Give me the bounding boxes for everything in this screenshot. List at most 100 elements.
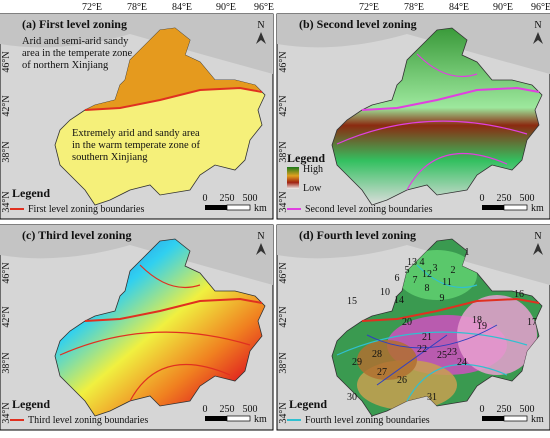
panel: (c) Third level zoning N 46°N 42°N 38°N 34°N L… [0, 224, 274, 431]
zone-number: 14 [394, 295, 404, 306]
scale-unit: km [531, 203, 544, 214]
scale-label: 500 [520, 193, 535, 204]
zone-number: 9 [440, 293, 445, 304]
lat-label: 42°N [1, 95, 12, 116]
legend-high: High [303, 164, 323, 175]
lat-label: 34°N [278, 191, 289, 212]
terrain [0, 225, 273, 285]
scale-label: 250 [220, 404, 235, 415]
north-arrow-icon [256, 32, 266, 44]
zone-number: 26 [397, 375, 407, 386]
sub-boundary [336, 53, 528, 191]
lat-label: 42°N [278, 306, 289, 327]
region-clip [59, 264, 251, 402]
lat-label: 38°N [278, 141, 289, 162]
lat-label: 38°N [1, 141, 12, 162]
panel-title: (b) Second level zoning [299, 17, 417, 31]
terrain [0, 14, 273, 74]
legend-title: Legend [12, 397, 50, 411]
sub-boundary [336, 264, 528, 402]
scale-label: 0 [203, 404, 208, 415]
zone-number: 17 [527, 317, 537, 328]
annotation: Extremely arid and sandy area [72, 128, 200, 139]
north-arrow: N [534, 231, 541, 242]
zone-number: 20 [402, 317, 412, 328]
panel-title: (d) Fourth level zoning [299, 228, 416, 242]
legend-title: Legend [289, 397, 327, 411]
lat-label: 34°N [278, 402, 289, 423]
region-clip [336, 250, 537, 410]
lat-label: 46°N [278, 262, 289, 283]
zone-patch [457, 295, 537, 375]
scale-label: 250 [497, 193, 512, 204]
zone-number: 24 [457, 357, 467, 368]
zone-number: 6 [395, 273, 400, 284]
north-arrow: N [257, 231, 264, 242]
north-arrow-icon [256, 243, 266, 255]
annotation: area in the temperate zone [22, 48, 133, 59]
lat-label: 42°N [278, 95, 289, 116]
scale-bar [503, 204, 528, 211]
lat-label: 34°N [1, 191, 12, 212]
scale-label: 250 [497, 404, 512, 415]
lon-label: 90°E [493, 2, 513, 13]
panel: (b) Second level zoning N 46°N 42°N 38°N 34°N… [276, 13, 550, 220]
zone-number: 28 [372, 349, 382, 360]
zone-number: 21 [422, 332, 432, 343]
terrain [277, 225, 550, 285]
scale-bar [482, 205, 504, 210]
lat-label: 34°N [1, 402, 12, 423]
zone-number: 13 [407, 257, 417, 268]
scale-label: 500 [243, 404, 258, 415]
legend-label: Third level zoning boundaries [28, 415, 148, 426]
lon-label: 72°E [82, 2, 102, 13]
lat-label: 46°N [1, 51, 12, 72]
zone-number: 12 [422, 269, 432, 280]
lon-label: 90°E [216, 2, 236, 13]
zone-number: 1 [465, 247, 470, 258]
legend-label: Second level zoning boundaries [305, 204, 433, 215]
scale-label: 0 [203, 193, 208, 204]
scale-bar [482, 416, 504, 421]
lat-label: 38°N [1, 352, 12, 373]
scale-label: 250 [220, 193, 235, 204]
annotation: of northern Xinjiang [22, 60, 109, 71]
lon-label: 96°E [254, 2, 274, 13]
zone-number: 11 [442, 277, 452, 288]
zone-patch [357, 340, 417, 380]
panel-title: (c) Third level zoning [22, 228, 131, 242]
main-boundary [84, 297, 263, 322]
legend-label: Fourth level zoning boundaries [305, 415, 430, 426]
annotation: southern Xinjiang [72, 152, 148, 163]
zone-number: 7 [413, 275, 418, 286]
north-arrow: N [257, 20, 264, 31]
scale-bar [205, 416, 227, 421]
scale-unit: km [254, 203, 267, 214]
lon-label: 84°E [172, 2, 192, 13]
zone-number: 31 [427, 392, 437, 403]
north-arrow-icon [533, 243, 543, 255]
zone-number: 25 [437, 350, 447, 361]
lat-label: 46°N [278, 51, 289, 72]
panel: (d) Fourth level zoning N 46°N 42°N 38°N 34°N… [276, 224, 550, 431]
sub-boundary [59, 264, 251, 402]
zone-number: 4 [420, 257, 425, 268]
scale-unit: km [254, 414, 267, 425]
region-clip [336, 53, 528, 191]
zone-number: 22 [417, 344, 427, 355]
main-boundary [361, 86, 540, 111]
scale-bar [205, 205, 227, 210]
annotation: Arid and semi-arid sandy [22, 36, 129, 47]
scale-label: 500 [243, 193, 258, 204]
zone-number: 29 [352, 357, 362, 368]
scale-label: 500 [520, 404, 535, 415]
panel: (a) First level zoning N 46°N 42°N 38°N 34°N A… [0, 13, 274, 220]
zone-number: 8 [425, 283, 430, 294]
scale-bar [226, 204, 251, 211]
zone-number: 18 [472, 315, 482, 326]
legend-label: First level zoning boundaries [28, 204, 144, 215]
north-arrow-icon [533, 32, 543, 44]
scale-label: 0 [480, 193, 485, 204]
zone-number: 16 [514, 289, 524, 300]
